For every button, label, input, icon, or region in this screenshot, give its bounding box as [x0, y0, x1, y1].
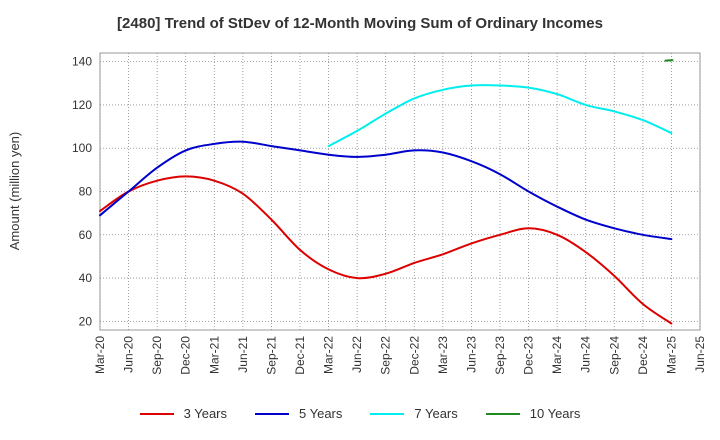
x-tick-label: Mar-23 [436, 336, 450, 374]
y-tick-label: 140 [72, 55, 92, 69]
legend-label: 10 Years [529, 406, 581, 421]
x-tick-label: Dec-22 [407, 336, 421, 375]
series-line-3-years [99, 175, 673, 325]
x-tick-label: Mar-21 [207, 336, 221, 374]
x-tick-label: Sep-20 [150, 336, 164, 375]
x-tick-label: Mar-24 [550, 336, 564, 374]
series-lines [99, 59, 674, 325]
x-tick-label: Dec-23 [522, 336, 536, 375]
legend-swatch [370, 412, 405, 415]
x-tick-labels: Mar-20 Jun-20 Sep-20 Dec-20 Mar-21 Jun-21 Sep-… [93, 336, 707, 375]
legend-item: 10 Years [485, 406, 581, 421]
legend-label: 5 Years [299, 406, 343, 421]
legend-item: 3 Years [139, 406, 227, 421]
y-tick-label: 80 [79, 185, 93, 199]
y-tick-label: 100 [72, 141, 92, 155]
x-tick-label: Jun-24 [579, 336, 593, 373]
legend-item: 7 Years [370, 406, 458, 421]
x-tick-label: Mar-22 [322, 336, 336, 374]
x-tick-label: Jun-22 [350, 336, 364, 373]
x-tick-label: Jun-23 [464, 336, 478, 373]
y-axis-title: Amount (million yen) [7, 132, 22, 251]
x-tick-label: Sep-22 [379, 336, 393, 375]
legend-swatch [139, 412, 174, 415]
x-tick-label: Dec-20 [179, 336, 193, 375]
y-tick-labels: 20 40 60 80 100 120 140 [72, 55, 92, 329]
x-tick-label: Dec-21 [293, 336, 307, 375]
x-tick-label: Jun-25 [693, 336, 707, 373]
series-line-5-years [99, 140, 673, 241]
legend-item: 5 Years [255, 406, 342, 421]
legend: 3 Years 5 Years 7 Years 10 Years [0, 406, 720, 421]
x-tick-label: Dec-24 [636, 336, 650, 375]
x-tick-label: Sep-24 [607, 336, 621, 375]
legend-label: 3 Years [183, 406, 227, 421]
legend-swatch [255, 412, 289, 415]
series-line-10-years [664, 59, 674, 62]
x-tick-label: Mar-20 [93, 336, 107, 374]
y-tick-label: 120 [72, 98, 92, 112]
x-tick-label: Mar-25 [664, 336, 678, 374]
x-tick-label: Jun-20 [122, 336, 136, 373]
x-tick-label: Sep-21 [264, 336, 278, 375]
chart-title: [2480] Trend of StDev of 12-Month Moving… [117, 15, 603, 32]
legend-swatch [485, 412, 520, 415]
y-tick-label: 40 [79, 271, 93, 285]
x-tick-label: Jun-21 [236, 336, 250, 373]
legend-label: 7 Years [414, 406, 458, 421]
series-line-7-years [327, 84, 673, 148]
y-tick-label: 60 [79, 228, 93, 242]
y-tick-label: 20 [79, 314, 93, 328]
x-tick-label: Sep-23 [493, 336, 507, 375]
